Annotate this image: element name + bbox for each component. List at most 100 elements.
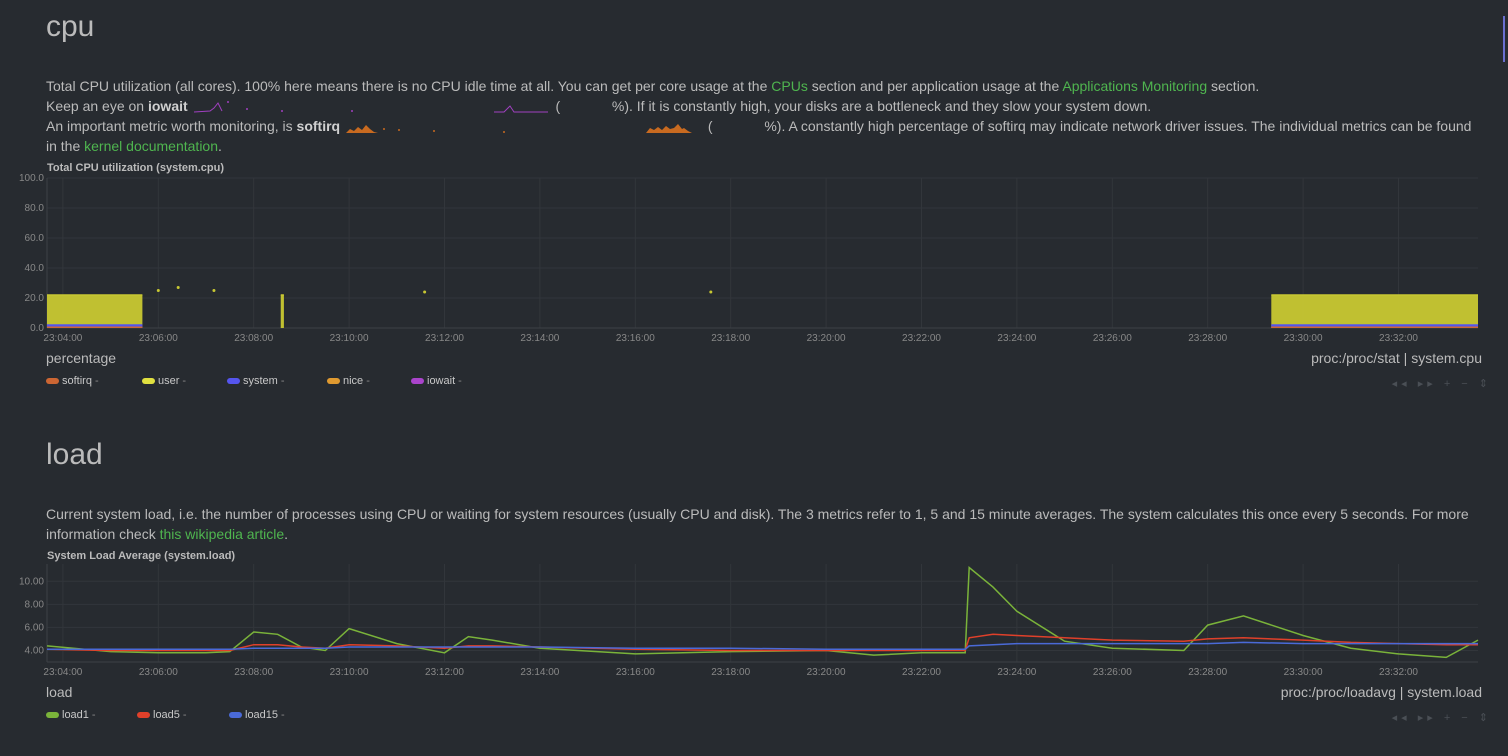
- kernel-documentation-link[interactable]: kernel documentation: [84, 138, 219, 154]
- series-load5-line: [46, 633, 1478, 652]
- legend-label: load1: [62, 709, 89, 721]
- x-tick-label: 23:04:00: [43, 667, 82, 678]
- x-tick-label: 23:22:00: [902, 667, 941, 678]
- cpu-desc-line1: Total CPU utilization (all cores). 100% …: [46, 78, 768, 94]
- x-tick-label: 23:08:00: [234, 333, 273, 344]
- series-user-point: [423, 290, 427, 294]
- y-tick-label: 60.0: [25, 233, 45, 244]
- y-tick-label: 0.0: [30, 323, 44, 334]
- cpus-link[interactable]: CPUs: [771, 78, 808, 94]
- legend-label: nice: [343, 375, 364, 387]
- x-tick-label: 23:06:00: [139, 333, 178, 344]
- series-user-area: [47, 295, 143, 328]
- x-tick-label: 23:10:00: [330, 667, 369, 678]
- cpu-chart-toolbox[interactable]: ◂◂ ▸▸ + − ⇕: [1391, 378, 1492, 390]
- x-tick-label: 23:20:00: [807, 333, 846, 344]
- legend-label: iowait: [427, 375, 456, 387]
- x-tick-label: 23:14:00: [520, 333, 559, 344]
- cpu-section-title: cpu: [46, 10, 95, 43]
- x-tick-label: 23:28:00: [1188, 667, 1227, 678]
- x-tick-label: 23:26:00: [1093, 667, 1132, 678]
- legend-item-load15[interactable]: load15-: [229, 709, 285, 721]
- iowait-sparkline: [193, 101, 548, 113]
- y-tick-label: 100.0: [19, 173, 44, 184]
- legend-item-softirq[interactable]: softirq -: [46, 375, 99, 387]
- x-tick-label: 23:14:00: [520, 667, 559, 678]
- y-tick-label: 40.0: [25, 263, 45, 274]
- load-chart-source: proc:/proc/loadavg | system.load: [1280, 684, 1482, 700]
- legend-item-user[interactable]: user -: [142, 375, 186, 387]
- legend-swatch: [46, 712, 59, 719]
- legend-value: -: [281, 709, 285, 721]
- legend-item-nice[interactable]: nice -: [327, 375, 370, 387]
- wikipedia-article-link[interactable]: this wikipedia article: [159, 526, 285, 542]
- softirq-sparkline: [345, 124, 692, 134]
- x-tick-label: 23:20:00: [807, 667, 846, 678]
- y-tick-label: 6.00: [25, 622, 45, 633]
- x-tick-label: 23:18:00: [711, 333, 750, 344]
- x-tick-label: 23:12:00: [425, 333, 464, 344]
- series-load15-line: [47, 641, 1478, 651]
- x-tick-label: 23:26:00: [1093, 333, 1132, 344]
- x-tick-label: 23:12:00: [425, 667, 464, 678]
- legend-swatch: [327, 378, 340, 385]
- legend-item-system[interactable]: system -: [227, 375, 285, 387]
- x-tick-label: 23:24:00: [997, 667, 1036, 678]
- y-tick-label: 4.00: [25, 645, 45, 656]
- x-tick-label: 23:10:00: [330, 333, 369, 344]
- series-user-point: [156, 289, 160, 292]
- load-chart-toolbox[interactable]: ◂◂ ▸▸ + − ⇕: [1391, 712, 1492, 724]
- legend-value: -: [91, 709, 96, 721]
- load-description: Current system load, i.e. the number of …: [46, 504, 1486, 544]
- cpu-description: Total CPU utilization (all cores). 100% …: [46, 76, 1486, 156]
- x-tick-label: 23:30:00: [1284, 667, 1323, 678]
- cpu-desc-line1-mid: section and per application usage at the: [811, 78, 1060, 94]
- series-user-point: [176, 286, 180, 289]
- load-chart-units: load: [46, 684, 73, 700]
- legend-item-iowait[interactable]: iowait -: [411, 375, 462, 387]
- legend-swatch: [229, 712, 242, 719]
- softirq-label: softirq: [296, 118, 341, 134]
- y-tick-label: 8.00: [25, 599, 45, 610]
- y-tick-label: 10.00: [19, 576, 44, 587]
- legend-value: -: [280, 375, 285, 387]
- legend-item-load5[interactable]: load5-: [137, 709, 187, 721]
- legend-label: user: [158, 375, 180, 387]
- applications-monitoring-link[interactable]: Applications Monitoring: [1062, 78, 1208, 94]
- legend-swatch: [46, 378, 59, 385]
- x-tick-label: 23:18:00: [711, 667, 750, 678]
- legend-item-load1[interactable]: load1-: [46, 709, 96, 721]
- x-tick-label: 23:08:00: [234, 667, 273, 678]
- legend-label: load15: [245, 709, 279, 721]
- cpu-desc-line3-end: %). A constantly high percentage of soft…: [46, 118, 1472, 154]
- legend-swatch: [227, 378, 240, 385]
- cpu-chart[interactable]: 100.0 80.0 60.0 40.0 20.0 0.023:04:00 23:06:00…: [0, 168, 1508, 348]
- legend-value: -: [458, 375, 462, 387]
- legend-value: -: [366, 375, 370, 387]
- iowait-label: iowait: [147, 98, 188, 114]
- load-chart-title: System Load Average (system.load): [47, 550, 236, 562]
- x-tick-label: 23:04:00: [43, 333, 82, 344]
- x-tick-label: 23:22:00: [902, 333, 941, 344]
- iowait-paren-open: (: [555, 98, 561, 114]
- y-tick-label: 80.0: [25, 203, 45, 214]
- x-tick-label: 23:28:00: [1188, 333, 1227, 344]
- cpu-chart-units: percentage: [46, 350, 117, 366]
- legend-label: load5: [153, 709, 180, 721]
- legend-swatch: [142, 378, 155, 385]
- legend-swatch: [411, 378, 424, 385]
- page-scrollbar[interactable]: [1503, 16, 1505, 62]
- x-tick-label: 23:16:00: [616, 333, 655, 344]
- series-user-area: [1271, 295, 1478, 328]
- cpu-desc-line2-start: Keep an eye on: [46, 98, 145, 114]
- legend-label: softirq: [62, 375, 92, 387]
- series-user-area: [280, 295, 284, 328]
- cpu-desc-period: .: [218, 138, 222, 154]
- cpu-desc-line3-start: An important metric worth monitoring, is: [46, 118, 293, 134]
- x-tick-label: 23:30:00: [1284, 333, 1323, 344]
- series-user-point: [709, 290, 713, 294]
- load-chart[interactable]: 10.00 8.00 6.00 4.00 23:04:00 23:06:00 23:08:0…: [0, 556, 1508, 682]
- y-tick-label: 20.0: [25, 293, 45, 304]
- cpu-chart-title: Total CPU utilization (system.cpu): [47, 162, 225, 174]
- load-section-title: load: [46, 438, 103, 471]
